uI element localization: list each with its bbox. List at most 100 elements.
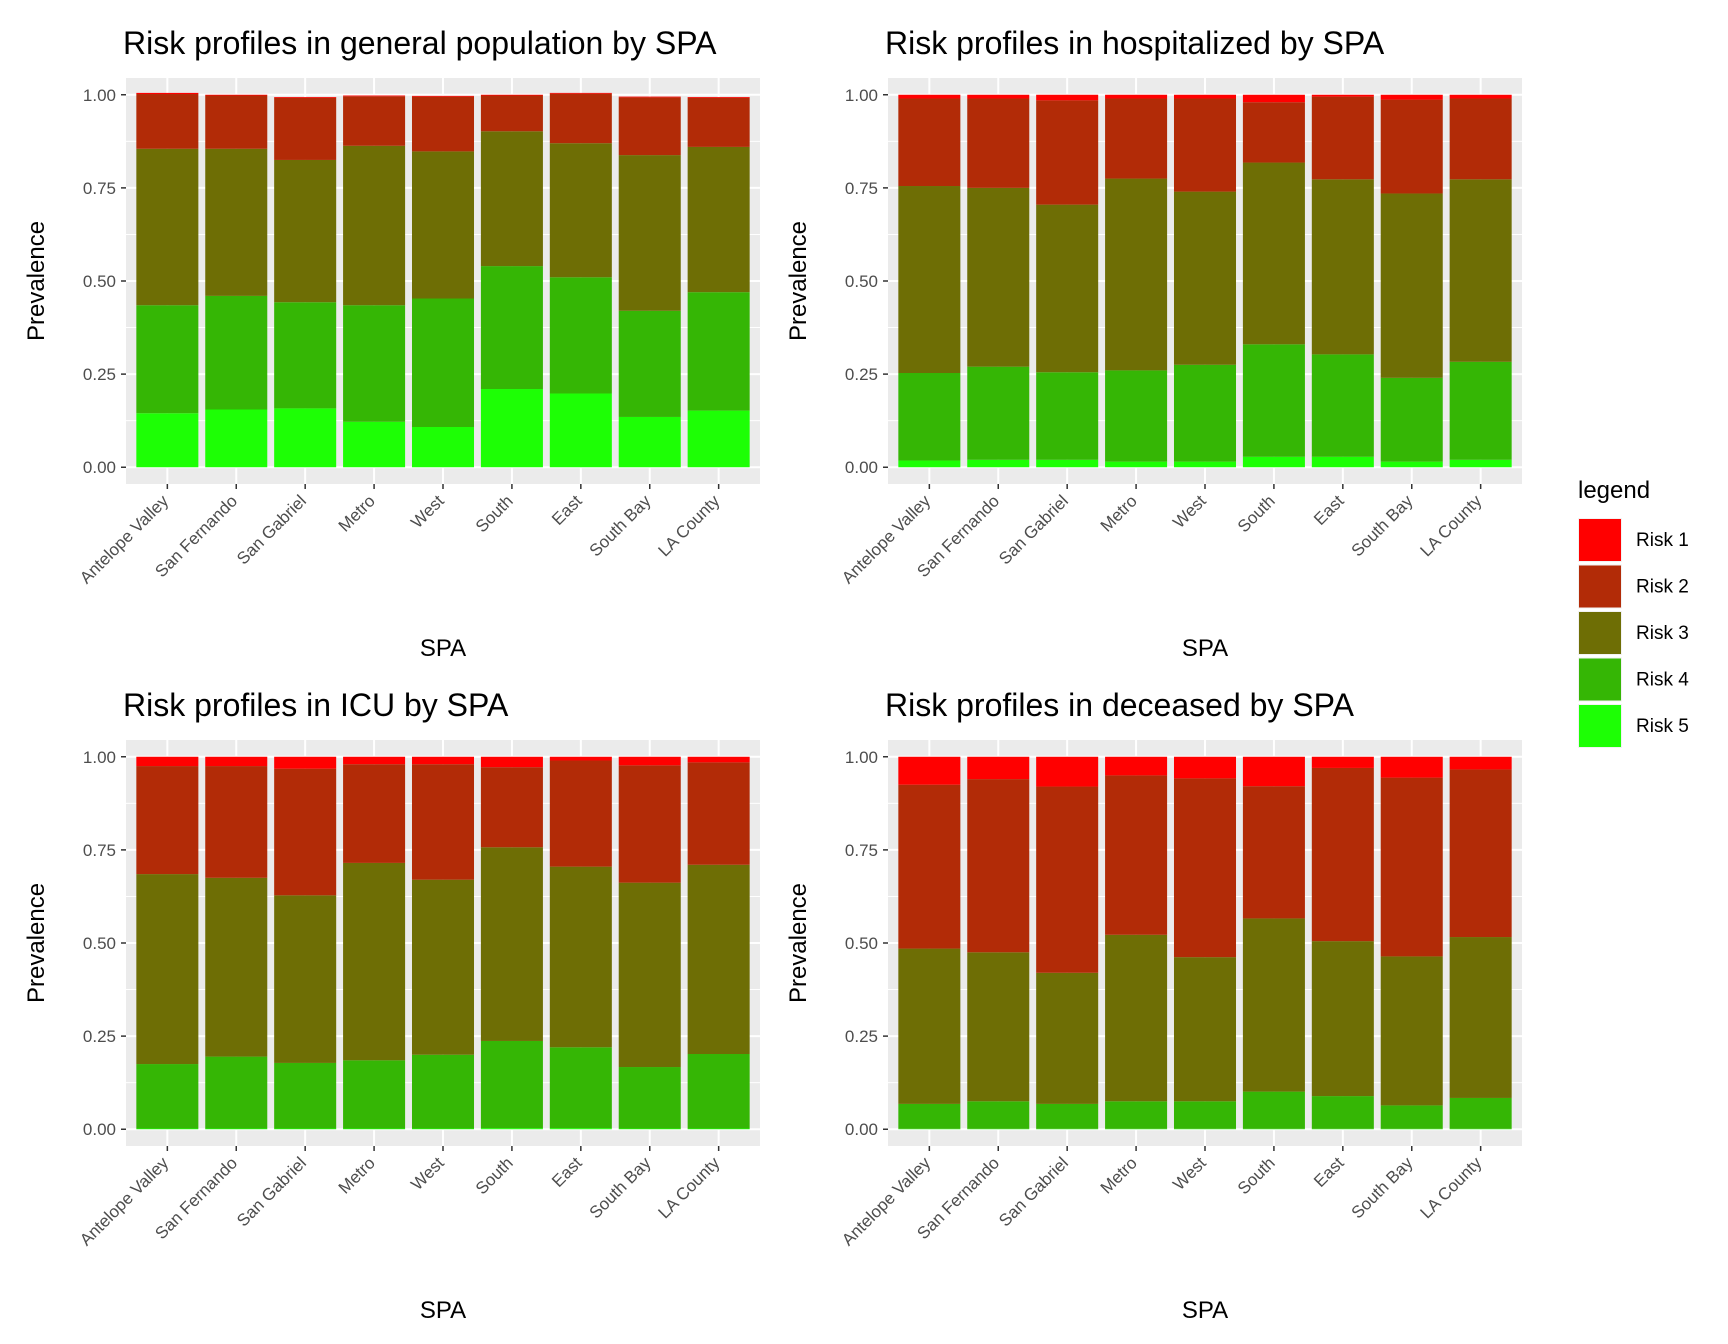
bar-segment — [1380, 777, 1443, 957]
bar-segment — [618, 1128, 681, 1130]
bar-segment — [205, 94, 268, 96]
bar-segment — [618, 765, 681, 883]
bar-segment — [1105, 94, 1168, 99]
bar-segment — [549, 866, 612, 1048]
bar-segment — [1242, 456, 1305, 468]
y-tick-label: 1.00 — [845, 86, 878, 105]
bar-segment — [1105, 98, 1168, 179]
bar-segment — [343, 862, 406, 1061]
bar-segment — [687, 97, 750, 147]
bar-segment — [1036, 1103, 1099, 1129]
bar-segment — [343, 145, 406, 306]
x-axis-title: SPA — [420, 1297, 466, 1324]
bar-segment — [343, 1128, 406, 1130]
bar-segment — [618, 155, 681, 311]
bar-segment — [1173, 778, 1237, 958]
bar-segment — [411, 1054, 475, 1129]
bar-segment — [1449, 769, 1512, 938]
y-axis-title: Prevalence — [785, 221, 812, 341]
bar-segment — [343, 756, 406, 765]
bar-segment — [1036, 372, 1099, 460]
bar-segment — [1036, 972, 1099, 1104]
bar-segment — [480, 756, 543, 768]
bar-segment — [1380, 1105, 1443, 1129]
bar-segment — [480, 1040, 543, 1129]
bar-segment — [967, 94, 1030, 99]
bar-segment — [1380, 377, 1443, 462]
bar-segment — [1036, 100, 1099, 205]
y-tick-label: 0.50 — [845, 272, 878, 291]
bar-segment — [1449, 179, 1512, 362]
y-tick-label: 0.00 — [845, 1120, 878, 1139]
y-tick-label: 0.75 — [83, 841, 116, 860]
y-tick-label: 0.25 — [845, 365, 878, 384]
bar-segment — [898, 98, 961, 187]
x-axis-title: SPA — [1182, 1297, 1228, 1324]
bar-segment — [618, 1067, 681, 1129]
bar-segment — [1036, 756, 1099, 787]
bar-segment — [274, 895, 337, 1063]
bar-segment — [205, 409, 268, 468]
bar-segment — [1449, 361, 1512, 460]
y-tick-label: 0.00 — [83, 1120, 116, 1139]
legend-swatch — [1579, 565, 1621, 608]
x-axis-title: SPA — [1182, 635, 1228, 662]
bar-segment — [136, 148, 199, 306]
bar-segment — [687, 96, 750, 98]
bar-segment — [549, 1128, 612, 1130]
bar-segment — [1311, 767, 1374, 942]
legend-swatch — [1579, 658, 1621, 701]
bar-segment — [411, 427, 475, 468]
bar-segment — [1173, 191, 1237, 365]
bar-segment — [1380, 193, 1443, 378]
bar-segment — [205, 766, 268, 878]
bar-segment — [1449, 1097, 1512, 1129]
bar-segment — [687, 410, 750, 468]
bar-segment — [898, 460, 961, 468]
y-axis-title: Prevalence — [23, 883, 50, 1003]
bar-segment — [967, 756, 1030, 780]
bar-segment — [480, 767, 543, 848]
bar-segment — [1311, 96, 1374, 180]
bar-segment — [1173, 461, 1237, 468]
y-tick-label: 0.00 — [83, 458, 116, 477]
bar-segment — [274, 1062, 337, 1129]
legend-label: Risk 5 — [1636, 716, 1689, 737]
y-tick-label: 1.00 — [845, 748, 878, 767]
bar-segment — [1173, 94, 1237, 99]
bar-segment — [343, 764, 406, 863]
bar-segment — [480, 266, 543, 390]
bar-segment — [1311, 179, 1374, 355]
bar-segment — [411, 764, 475, 880]
bar-segment — [898, 784, 961, 949]
bar-segment — [1449, 94, 1512, 99]
bar-segment — [1105, 775, 1168, 935]
bar-segment — [1036, 786, 1099, 973]
y-tick-label: 0.50 — [83, 934, 116, 953]
bar-segment — [1242, 94, 1305, 103]
bar-segment — [549, 393, 612, 468]
y-tick-label: 0.25 — [845, 1027, 878, 1046]
bar-segment — [618, 96, 681, 98]
bar-segment — [136, 413, 199, 468]
bar-segment — [343, 95, 406, 97]
chart-title: Risk profiles in general population by S… — [123, 25, 717, 61]
bar-segment — [618, 756, 681, 766]
y-axis-title: Prevalence — [785, 883, 812, 1003]
bar-segment — [1380, 99, 1443, 194]
y-tick-label: 0.50 — [845, 934, 878, 953]
bar-segment — [1311, 94, 1374, 97]
bar-segment — [411, 879, 475, 1055]
bar-segment — [480, 131, 543, 267]
legend-label: Risk 2 — [1636, 577, 1689, 598]
bar-segment — [205, 1128, 268, 1130]
bar-segment — [136, 766, 199, 875]
bar-segment — [411, 1128, 475, 1130]
bar-segment — [898, 373, 961, 461]
y-tick-label: 0.75 — [845, 841, 878, 860]
bar-segment — [1105, 370, 1168, 462]
bar-segment — [1105, 461, 1168, 468]
bar-segment — [549, 277, 612, 394]
